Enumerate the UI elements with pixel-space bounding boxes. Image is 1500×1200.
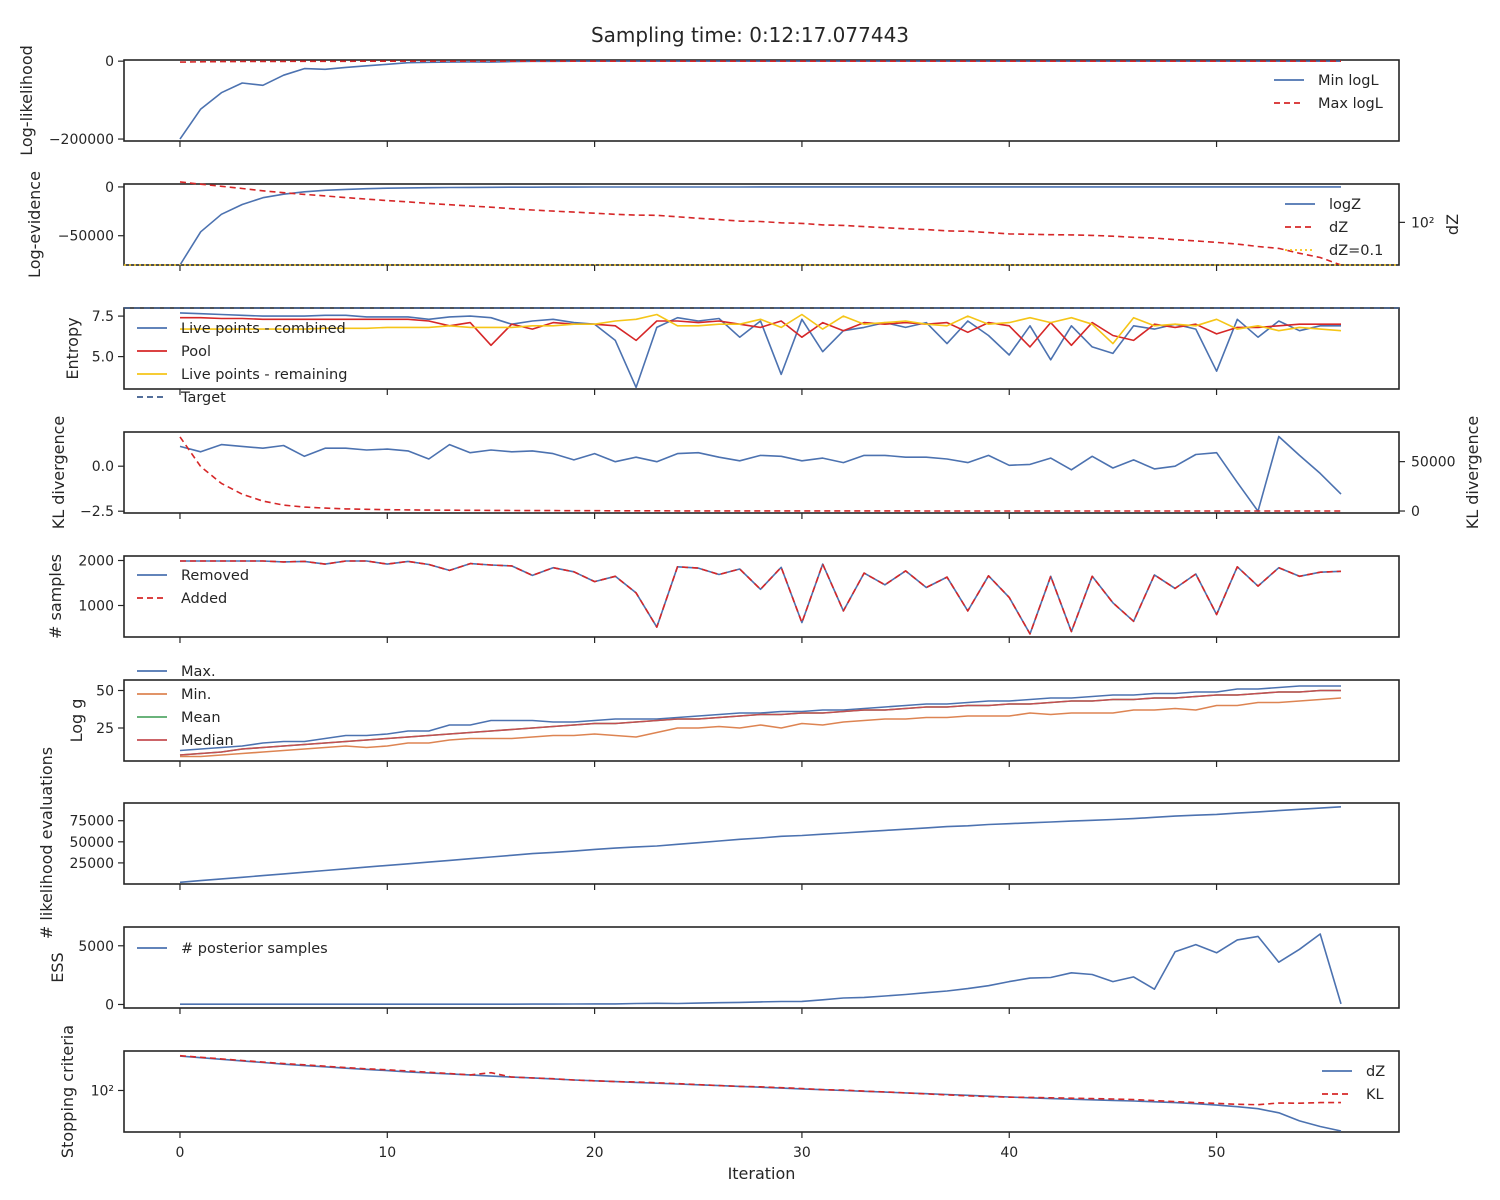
legend-label: Target bbox=[180, 390, 226, 406]
panel-5: 2000 1000 # samples Removed Added bbox=[46, 554, 1400, 643]
legend-label: Live points - remaining bbox=[181, 367, 347, 383]
series-line bbox=[179, 181, 1342, 266]
series-line bbox=[179, 60, 1341, 63]
x-tick-label: 20 bbox=[586, 1145, 604, 1161]
series-line bbox=[180, 933, 1342, 1006]
series-line bbox=[179, 1054, 1341, 1106]
series-line bbox=[179, 689, 1341, 756]
series-line bbox=[179, 806, 1342, 884]
legend-label: Max logL bbox=[1318, 96, 1383, 112]
panels: 0 −200000 Log-likelihood Min logL Max logL 0 −… bbox=[17, 45, 1482, 1183]
y-tick-label: 0.0 bbox=[92, 459, 114, 475]
axes-frame bbox=[123, 1050, 1400, 1133]
y-axis-label: # likelihood evaluations bbox=[37, 747, 56, 939]
axes-frame bbox=[123, 679, 1400, 762]
legend-label: Live points - combined bbox=[181, 321, 346, 337]
y-tick-label: 25 bbox=[96, 721, 114, 737]
axes-frame bbox=[123, 926, 1400, 1009]
legend-label: # posterior samples bbox=[181, 941, 328, 957]
panel-6: 50 25 Log g Max. Min. Mean Median bbox=[67, 664, 1400, 767]
series-line bbox=[179, 312, 1341, 389]
panel-3: 7.5 5.0 Entropy Live points - combined Pool L… bbox=[63, 307, 1400, 406]
legend-label: dZ bbox=[1366, 1064, 1385, 1080]
legend-label: dZ bbox=[1329, 220, 1348, 236]
y-axis-label: KL divergence bbox=[49, 416, 68, 529]
y-tick-label: 0 bbox=[105, 997, 114, 1013]
panel-2: 0 −50000 10² dZ Log-evidence logZ dZ dZ=0.1 bbox=[25, 171, 1462, 278]
x-tick-label: 40 bbox=[1000, 1145, 1018, 1161]
axes-frame bbox=[123, 307, 1400, 390]
y-tick-label: 25000 bbox=[69, 856, 114, 872]
series-line bbox=[179, 60, 1341, 140]
figure-title: Sampling time: 0:12:17.077443 bbox=[591, 23, 909, 47]
panel-4: 0.0 −2.5 50000 0 KL divergence KL divergence bbox=[49, 416, 1482, 529]
panel-7: 75000 50000 25000 # likelihood evaluations bbox=[37, 747, 1400, 939]
legend-label: Added bbox=[181, 591, 227, 607]
legend-label: logZ bbox=[1329, 197, 1361, 213]
y-axis-label: ESS bbox=[48, 952, 67, 982]
y-tick-label: −50000 bbox=[58, 229, 114, 245]
y-tick-label: 5000 bbox=[78, 939, 114, 955]
series-line bbox=[180, 697, 1342, 758]
y-tick-label: −2.5 bbox=[80, 504, 114, 520]
axes-frame bbox=[123, 555, 1400, 638]
panel-9: 10² 0 10 20 30 40 50 Iteration Stopping criteria… bbox=[58, 1025, 1400, 1183]
y-tick-label: 50000 bbox=[69, 835, 114, 851]
y-tick-label: 50 bbox=[96, 684, 114, 700]
x-tick-label: 10 bbox=[378, 1145, 396, 1161]
series-line bbox=[179, 436, 1341, 512]
y2-axis-label: KL divergence bbox=[1463, 416, 1482, 529]
legend-label: Mean bbox=[181, 710, 221, 726]
y-axis-label: Log g bbox=[67, 699, 86, 743]
legend-label: dZ=0.1 bbox=[1329, 243, 1383, 259]
y-axis-label: # samples bbox=[46, 554, 65, 639]
y-tick-label: 0 bbox=[105, 54, 114, 70]
x-axis-label: Iteration bbox=[728, 1164, 796, 1183]
series-line bbox=[179, 435, 1342, 513]
series-line bbox=[179, 685, 1341, 752]
axes-frame bbox=[123, 59, 1400, 142]
legend-label: Pool bbox=[181, 344, 211, 360]
legend-label: Removed bbox=[181, 568, 249, 584]
y-tick-label: 2000 bbox=[78, 554, 114, 570]
series-line bbox=[179, 186, 1341, 266]
axes-frame bbox=[123, 183, 1400, 266]
y-axis-label: Stopping criteria bbox=[58, 1025, 77, 1158]
y-tick-label: 10² bbox=[91, 1083, 114, 1099]
y-tick-label: 0 bbox=[105, 180, 114, 196]
legend-label: Min. bbox=[181, 687, 211, 703]
axes-frame bbox=[123, 802, 1400, 885]
y-tick-label: 75000 bbox=[69, 814, 114, 830]
legend-label: KL bbox=[1366, 1087, 1384, 1103]
y-tick-label: 5.0 bbox=[92, 350, 114, 366]
series-line bbox=[180, 560, 1342, 635]
y2-tick-label: 50000 bbox=[1411, 455, 1456, 471]
series-line bbox=[180, 316, 1341, 348]
legend-label: Median bbox=[181, 733, 234, 749]
x-tick-label: 30 bbox=[793, 1145, 811, 1161]
y-tick-label: −200000 bbox=[49, 132, 114, 148]
y2-tick-label: 0 bbox=[1411, 504, 1420, 520]
series-line bbox=[179, 689, 1341, 756]
series-line bbox=[180, 560, 1342, 635]
panel-8: 5000 0 ESS # posterior samples bbox=[48, 926, 1400, 1014]
y-tick-label: 7.5 bbox=[92, 309, 114, 325]
panel-1: 0 −200000 Log-likelihood Min logL Max logL bbox=[17, 45, 1400, 156]
series-line bbox=[180, 313, 1342, 345]
y-tick-label: 1000 bbox=[78, 599, 114, 615]
y2-axis-label: dZ bbox=[1443, 214, 1462, 235]
legend-label: Max. bbox=[181, 664, 216, 680]
x-tick-label: 50 bbox=[1208, 1145, 1226, 1161]
y-axis-label: Entropy bbox=[63, 317, 82, 379]
y-axis-label: Log-evidence bbox=[25, 171, 44, 278]
y2-tick-label: 10² bbox=[1411, 215, 1434, 231]
x-tick-label: 0 bbox=[176, 1145, 185, 1161]
axes-frame bbox=[123, 431, 1400, 514]
y-axis-label: Log-likelihood bbox=[17, 45, 36, 156]
legend-label: Min logL bbox=[1318, 73, 1379, 89]
